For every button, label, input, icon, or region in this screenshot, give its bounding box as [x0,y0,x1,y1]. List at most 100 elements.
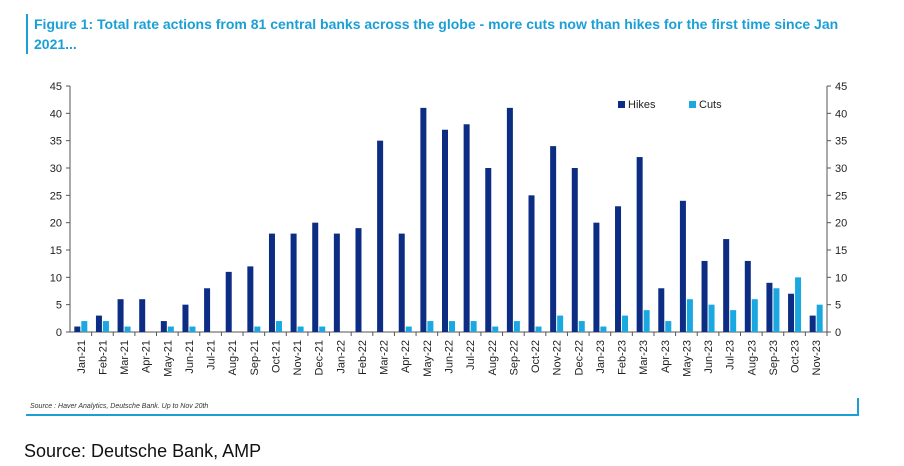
bar-hikes [160,321,167,332]
footer-source: Source: Deutsche Bank, AMP [24,441,262,461]
x-tick-label: Jul-21 [206,340,218,370]
bar-hikes [247,266,254,332]
x-tick-label: Oct-23 [790,340,802,373]
x-tick-label: Jul-22 [465,340,477,370]
bar-cuts [189,326,196,332]
y-tick-label-right: 20 [835,218,847,230]
bar-cuts [470,321,477,332]
x-tick-label: Dec-21 [314,340,326,375]
bar-cuts [622,315,629,332]
bar-hikes [636,157,643,332]
bar-hikes [788,293,795,332]
x-tick-label: Sep-22 [508,340,520,375]
bar-hikes [420,107,427,332]
bar-cuts [319,326,326,332]
bar-hikes [463,124,470,333]
x-tick-label: Sep-23 [768,340,780,375]
bar-cuts [513,321,520,332]
y-tick-label-left: 0 [56,327,62,339]
y-tick-label-right: 25 [835,190,847,202]
bar-hikes [95,315,102,332]
x-tick-label: Nov-23 [811,340,823,375]
bar-cuts [708,304,715,332]
bar-hikes [139,299,146,332]
y-tick-label-right: 0 [835,327,841,339]
legend-label-hikes: Hikes [628,99,656,111]
figure-frame-right [857,398,859,416]
bar-cuts [405,326,412,332]
x-tick-label: Apr-23 [660,340,672,373]
x-tick-label: Apr-22 [400,340,412,373]
x-tick-label: Aug-22 [487,340,499,375]
bar-hikes [528,195,535,332]
x-tick-label: May-21 [162,340,174,377]
x-tick-label: Feb-21 [97,340,109,375]
bar-cuts [124,326,131,332]
y-tick-label-right: 15 [835,245,847,257]
chart-title: Figure 1: Total rate actions from 81 cen… [26,14,882,54]
x-tick-label: Feb-23 [617,340,629,375]
bar-hikes [485,168,492,332]
x-tick-label: Jan-22 [335,340,347,374]
x-tick-label: Oct-21 [270,340,282,373]
bar-cuts [81,321,88,332]
bar-hikes [442,129,448,332]
y-tick-label-right: 5 [835,300,841,312]
bar-cuts [535,326,542,332]
bar-cuts [167,326,174,332]
bar-cuts [751,299,758,332]
bar-cuts [686,299,693,332]
y-tick-label-right: 40 [835,108,847,120]
x-tick-label: Mar-21 [119,340,131,375]
bar-cuts [665,321,672,332]
x-tick-label: Dec-22 [573,340,585,375]
bar-hikes [268,233,275,332]
bar-hikes [744,260,751,332]
bar-cuts [492,326,499,332]
y-tick-label-left: 25 [50,190,62,202]
bar-hikes [615,206,622,332]
y-tick-label-left: 30 [50,163,62,175]
y-tick-label-left: 20 [50,218,62,230]
y-tick-label-left: 45 [50,81,62,93]
bar-hikes [204,288,211,332]
legend-label-cuts: Cuts [699,99,722,111]
y-tick-label-left: 15 [50,245,62,257]
bar-hikes [766,282,773,332]
legend-swatch-hikes [618,101,625,108]
bar-cuts [449,321,455,332]
x-tick-label: Jan-21 [76,340,88,374]
bar-cuts [557,315,564,332]
chart-source-note: Source : Haver Analytics, Deutsche Bank.… [30,403,209,410]
bar-hikes [723,239,730,332]
bar-hikes [398,233,405,332]
bar-hikes [506,107,513,332]
bar-cuts [275,321,282,332]
bar-hikes [571,168,578,332]
x-tick-label: Jun-21 [184,340,196,374]
bar-cuts [730,310,737,332]
x-tick-label: Jul-23 [725,340,737,370]
bar-hikes [679,200,686,332]
bar-hikes [658,288,665,332]
x-tick-label: Jun-23 [703,340,715,374]
bar-cuts [773,288,780,332]
y-tick-label-left: 10 [50,272,62,284]
x-tick-label: Aug-23 [746,340,758,375]
x-tick-label: May-22 [422,340,434,377]
bar-cuts [643,310,650,332]
bar-cuts [102,321,109,332]
bar-cuts [795,277,802,332]
bar-hikes [593,222,600,332]
y-tick-label-right: 30 [835,163,847,175]
x-tick-label: Oct-22 [530,340,542,373]
bar-hikes [182,304,189,332]
x-tick-label: Jan-23 [595,340,607,374]
x-tick-label: Sep-21 [249,340,261,375]
bar-cuts [578,321,585,332]
x-tick-label: Nov-22 [552,340,564,375]
bar-hikes [550,146,557,332]
x-tick-label: Aug-21 [227,340,239,375]
bar-cuts [816,304,823,332]
